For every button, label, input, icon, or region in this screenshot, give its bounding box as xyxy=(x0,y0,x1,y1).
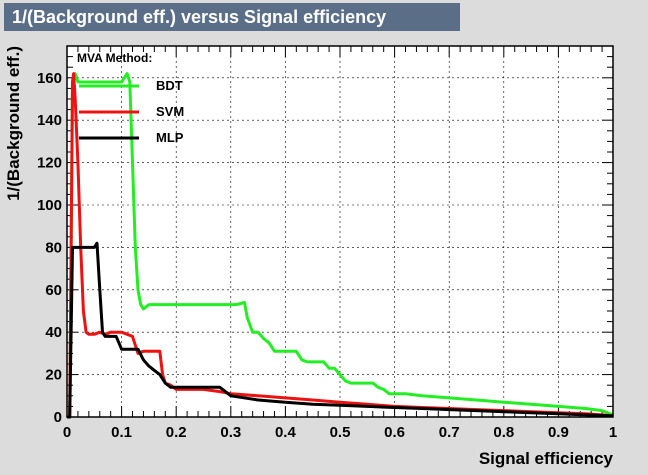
legend-label-svm: SVM xyxy=(156,104,184,119)
legend-label-mlp: MLP xyxy=(156,130,184,145)
x-tick-label: 0.3 xyxy=(220,424,241,441)
x-axis-label: Signal efficiency xyxy=(479,449,614,468)
y-tick-label: 40 xyxy=(45,324,62,341)
series-line-bdt xyxy=(67,72,614,419)
x-tick-label: 1 xyxy=(609,424,617,441)
y-tick-label: 80 xyxy=(45,239,62,256)
x-tick-label: 0.1 xyxy=(111,424,132,441)
y-tick-label: 20 xyxy=(45,367,62,384)
x-tick-label: 0.6 xyxy=(384,424,405,441)
y-tick-label: 120 xyxy=(37,155,62,172)
y-axis-label: 1/(Background eff.) xyxy=(4,46,23,201)
x-tick-label: 0 xyxy=(63,424,71,441)
series-line-mlp xyxy=(67,241,614,419)
x-tick-label: 0.5 xyxy=(330,424,351,441)
y-tick-label: 0 xyxy=(54,409,62,426)
plot-frame xyxy=(66,45,614,418)
x-tick-label: 0.8 xyxy=(493,424,514,441)
legend-label-bdt: BDT xyxy=(156,78,183,93)
chart-title: 1/(Background eff.) versus Signal effici… xyxy=(4,3,460,31)
y-tick-label: 140 xyxy=(37,112,62,129)
x-tick-label: 0.7 xyxy=(439,424,460,441)
legend-title: MVA Method: xyxy=(77,51,152,65)
x-tick-label: 0.9 xyxy=(548,424,569,441)
y-tick-label: 100 xyxy=(37,197,62,214)
x-tick-label: 0.2 xyxy=(166,424,187,441)
x-tick-label: 0.4 xyxy=(275,424,297,441)
y-tick-label: 60 xyxy=(45,282,62,299)
y-tick-label: 160 xyxy=(37,70,62,87)
